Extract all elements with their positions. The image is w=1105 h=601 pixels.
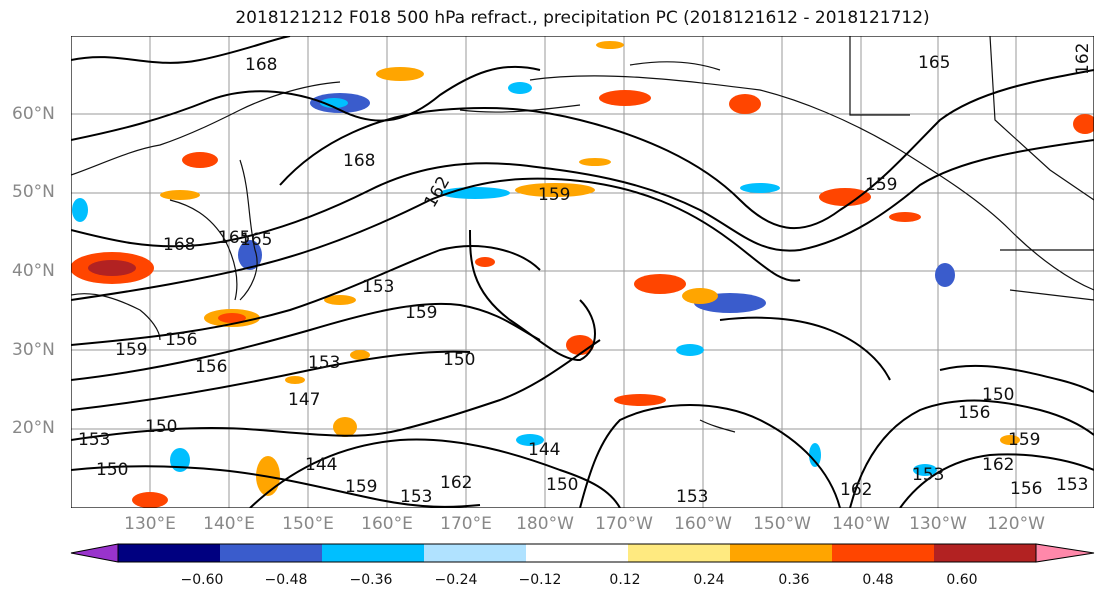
contour-label: 162 [1073,43,1093,75]
colorbar-tick: 0.48 [862,572,894,588]
map-title: 2018121212 F018 500 hPa refract., precip… [235,8,930,28]
colorbar-segments [70,543,1095,563]
coastlines [71,36,1094,433]
contour-label: 162 [840,480,872,500]
colorbar [70,543,1095,563]
lat-label-20n: 20°N [12,418,55,438]
colorbar-tick: −0.24 [434,572,478,588]
lon-label: 120°W [987,514,1045,534]
contour-label: 156 [165,330,197,350]
contour-label: 162 [440,473,472,493]
contour-label: 153 [308,353,340,373]
contour-label: 159 [538,185,570,205]
lon-label: 170°E [440,514,492,534]
contour-label: 159 [405,303,437,323]
lat-label-40n: 40°N [12,261,55,281]
contour-labels: 168 165 162 168 165 168 162 159 159 165 … [78,43,1093,507]
lat-label-30n: 30°N [12,340,55,360]
colorbar-tick: −0.36 [349,572,393,588]
contour-label: 168 [343,151,375,171]
colorbar-tick: 0.24 [693,572,725,588]
lon-label: 130°W [909,514,967,534]
contour-label: 153 [400,487,432,507]
colorbar-extend-min [70,543,119,563]
colorbar-tick: −0.48 [264,572,308,588]
lon-label: 170°W [595,514,653,534]
contour-label: 162 [982,455,1014,475]
colorbar-segment [526,544,628,562]
contour-label: 153 [1056,475,1088,495]
contour-label: 159 [865,175,897,195]
colorbar-segment [730,544,832,562]
contour-label: 150 [982,385,1014,405]
contour-label: 150 [443,350,475,370]
contour-label: 153 [78,430,110,450]
colorbar-tick: 0.60 [946,572,978,588]
contour-label: 165 [918,53,950,73]
contour-label: 156 [958,403,990,423]
contour-label: 156 [195,357,227,377]
contour-lines [71,36,1094,508]
contour-label: 144 [528,440,560,460]
map-canvas[interactable]: 168 165 162 168 165 168 162 159 159 165 … [71,36,1094,508]
lat-label-50n: 50°N [12,182,55,202]
contour-label: 159 [115,340,147,360]
contour-label: 168 [163,235,195,255]
lon-label: 140°W [832,514,890,534]
contour-label: 168 [245,55,277,75]
colorbar-segment [220,544,322,562]
colorbar-tick: −0.12 [518,572,562,588]
contour-label: 147 [288,390,320,410]
contour-label: 150 [96,460,128,480]
colorbar-segment [424,544,526,562]
contour-label: 153 [912,465,944,485]
colorbar-tick: 0.36 [778,572,810,588]
colorbar-segment [934,544,1036,562]
lon-label: 160°W [674,514,732,534]
lon-label: 180°W [516,514,574,534]
contour-label: 159 [345,477,377,497]
contour-label: 144 [305,455,337,475]
lon-label: 150°W [753,514,811,534]
colorbar-extend-max [1035,543,1095,563]
lon-label: 130°E [124,514,176,534]
lon-label: 140°E [203,514,255,534]
contour-label: 159 [1008,430,1040,450]
lon-label: 160°E [361,514,413,534]
precipitation-shading [71,41,1094,508]
colorbar-outline [117,543,1037,563]
lon-label: 150°E [282,514,334,534]
colorbar-segment [832,544,934,562]
lat-label-60n: 60°N [12,104,55,124]
contour-label: 156 [1010,479,1042,499]
colorbar-segment [628,544,730,562]
contour-label: 150 [145,417,177,437]
colorbar-segment [118,544,220,562]
contour-label: 165 [218,228,250,248]
contour-label: 150 [546,475,578,495]
colorbar-tick: 0.12 [609,572,641,588]
colorbar-segment [322,544,424,562]
colorbar-tick: −0.60 [180,572,224,588]
contour-label: 165 [240,230,272,250]
contour-label: 153 [676,487,708,507]
contour-label: 153 [362,277,394,297]
